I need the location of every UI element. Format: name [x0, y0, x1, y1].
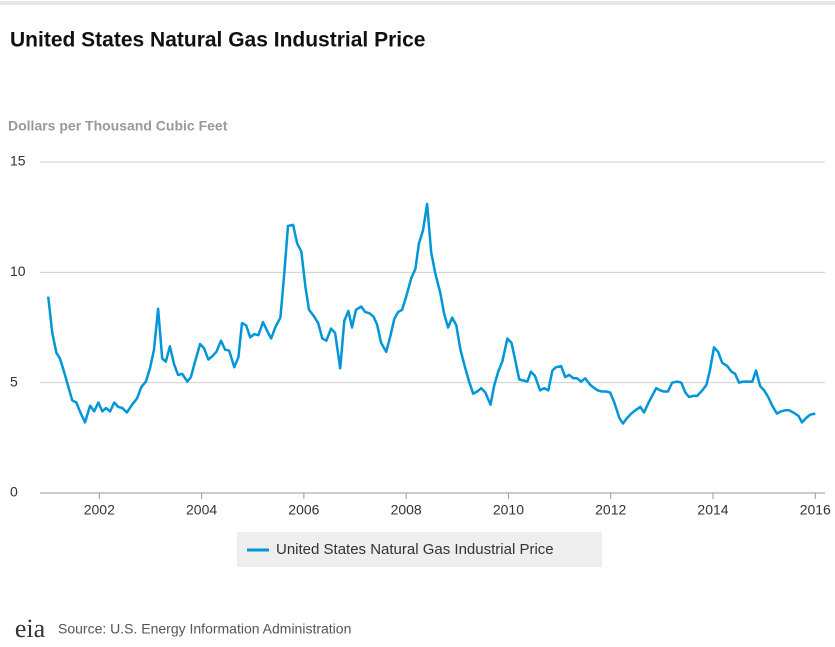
y-tick-label: 10: [10, 263, 26, 279]
x-tick-label: 2010: [493, 502, 524, 518]
x-tick-label: 2008: [391, 502, 422, 518]
legend-label: United States Natural Gas Industrial Pri…: [276, 541, 554, 558]
x-tick-label: 2014: [697, 502, 728, 518]
y-axis-label: Dollars per Thousand Cubic Feet: [8, 118, 228, 134]
source-logo: eia: [15, 614, 46, 643]
x-tick-label: 2016: [800, 502, 831, 518]
legend-box: [237, 532, 602, 567]
source-text: Source: U.S. Energy Information Administ…: [58, 621, 351, 637]
chart-title: United States Natural Gas Industrial Pri…: [10, 29, 425, 52]
x-tick-label: 2002: [84, 502, 115, 518]
line-series: [46, 202, 816, 425]
x-tick-label: 2006: [288, 502, 319, 518]
x-tick-label: 2012: [595, 502, 626, 518]
y-tick-label: 5: [10, 373, 18, 389]
y-tick-label: 0: [10, 484, 18, 500]
y-tick-label: 15: [10, 153, 26, 169]
x-tick-label: 2004: [186, 502, 217, 518]
